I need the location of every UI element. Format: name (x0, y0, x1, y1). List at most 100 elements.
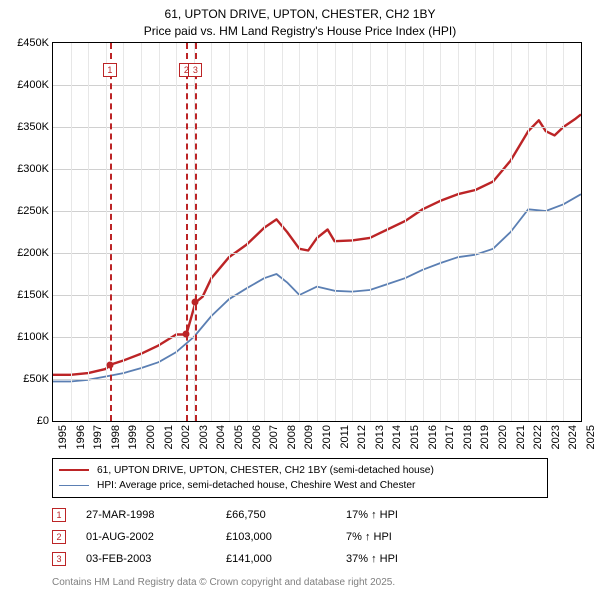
x-gridline (405, 43, 406, 421)
footer-line1: Contains HM Land Registry data © Crown c… (52, 576, 548, 589)
x-gridline (370, 43, 371, 421)
x-gridline (440, 43, 441, 421)
x-axis-label: 2012 (356, 425, 368, 449)
legend-label-hpi: HPI: Average price, semi-detached house,… (97, 478, 415, 493)
x-gridline (475, 43, 476, 421)
reference-line (195, 43, 197, 421)
sale-badge: 3 (52, 552, 66, 566)
x-gridline (493, 43, 494, 421)
x-axis-label: 1999 (127, 425, 139, 449)
y-axis-label: £250K (17, 205, 49, 217)
sale-row: 3 03-FEB-2003£141,00037% ↑ HPI (52, 548, 548, 570)
x-gridline (563, 43, 564, 421)
sale-price: £141,000 (226, 553, 346, 565)
x-gridline (176, 43, 177, 421)
x-axis-label: 2003 (198, 425, 210, 449)
title-line2: Price paid vs. HM Land Registry's House … (8, 23, 592, 40)
sale-date: 03-FEB-2003 (86, 553, 226, 565)
x-axis-label: 2010 (321, 425, 333, 449)
x-axis-label: 2018 (462, 425, 474, 449)
footer: Contains HM Land Registry data © Crown c… (52, 576, 548, 590)
x-gridline (546, 43, 547, 421)
x-gridline (528, 43, 529, 421)
x-axis-label: 2017 (444, 425, 456, 449)
legend-label-price: 61, UPTON DRIVE, UPTON, CHESTER, CH2 1BY… (97, 463, 434, 478)
x-gridline (247, 43, 248, 421)
legend-row-price: 61, UPTON DRIVE, UPTON, CHESTER, CH2 1BY… (59, 463, 541, 478)
x-axis-label: 2021 (515, 425, 527, 449)
y-axis-label: £150K (17, 289, 49, 301)
x-axis-label: 2004 (215, 425, 227, 449)
x-axis-label: 2024 (567, 425, 579, 449)
x-axis-label: 1996 (75, 425, 87, 449)
x-gridline (159, 43, 160, 421)
sale-badge: 2 (52, 530, 66, 544)
y-axis-label: £450K (17, 37, 49, 49)
x-axis-label: 2020 (497, 425, 509, 449)
x-gridline (458, 43, 459, 421)
x-axis-label: 1997 (92, 425, 104, 449)
x-gridline (123, 43, 124, 421)
legend: 61, UPTON DRIVE, UPTON, CHESTER, CH2 1BY… (52, 458, 548, 499)
y-axis-label: £50K (23, 373, 49, 385)
legend-row-hpi: HPI: Average price, semi-detached house,… (59, 478, 541, 493)
reference-marker: 1 (103, 63, 117, 77)
x-axis-label: 2002 (180, 425, 192, 449)
sale-dot (183, 331, 190, 338)
price-chart: £0£50K£100K£150K£200K£250K£300K£350K£400… (52, 42, 582, 422)
x-gridline (264, 43, 265, 421)
x-axis-label: 2019 (479, 425, 491, 449)
x-axis-label: 2022 (532, 425, 544, 449)
x-axis-label: 1995 (57, 425, 69, 449)
legend-swatch-hpi (59, 485, 89, 486)
y-axis-label: £400K (17, 79, 49, 91)
x-axis-label: 2016 (427, 425, 439, 449)
x-gridline (71, 43, 72, 421)
reference-marker: 3 (188, 63, 202, 77)
x-gridline (211, 43, 212, 421)
x-gridline (317, 43, 318, 421)
sale-price: £66,750 (226, 509, 346, 521)
sale-price: £103,000 (226, 531, 346, 543)
title-line1: 61, UPTON DRIVE, UPTON, CHESTER, CH2 1BY (8, 6, 592, 23)
sale-dot (106, 361, 113, 368)
x-axis-label: 2001 (163, 425, 175, 449)
x-axis-label: 2005 (233, 425, 245, 449)
x-axis-label: 2023 (550, 425, 562, 449)
x-axis-label: 2009 (303, 425, 315, 449)
y-axis-label: £100K (17, 331, 49, 343)
y-axis-label: £350K (17, 121, 49, 133)
x-axis-label: 2015 (409, 425, 421, 449)
sale-row: 2 01-AUG-2002£103,0007% ↑ HPI (52, 526, 548, 548)
x-axis-label: 2008 (286, 425, 298, 449)
x-gridline (387, 43, 388, 421)
x-gridline (352, 43, 353, 421)
x-gridline (335, 43, 336, 421)
x-gridline (511, 43, 512, 421)
x-axis-label: 2013 (374, 425, 386, 449)
sale-pct: 37% ↑ HPI (346, 553, 398, 565)
sale-date: 01-AUG-2002 (86, 531, 226, 543)
sale-pct: 17% ↑ HPI (346, 509, 398, 521)
x-gridline (229, 43, 230, 421)
chart-title: 61, UPTON DRIVE, UPTON, CHESTER, CH2 1BY… (0, 0, 600, 42)
x-axis-label: 2025 (585, 425, 597, 449)
x-axis-label: 2011 (339, 425, 351, 449)
x-gridline (88, 43, 89, 421)
sale-pct: 7% ↑ HPI (346, 531, 392, 543)
sale-row: 127-MAR-1998£66,75017% ↑ HPI (52, 504, 548, 526)
sale-dot (192, 299, 199, 306)
y-axis-label: £0 (37, 415, 49, 427)
sale-date: 27-MAR-1998 (86, 509, 226, 521)
x-axis-label: 2007 (268, 425, 280, 449)
x-gridline (299, 43, 300, 421)
x-axis-label: 2006 (251, 425, 263, 449)
legend-swatch-price (59, 469, 89, 471)
x-gridline (141, 43, 142, 421)
x-gridline (282, 43, 283, 421)
reference-line (186, 43, 188, 421)
sales-table: 127-MAR-1998£66,75017% ↑ HPI 2 01-AUG-2002… (52, 504, 548, 570)
x-axis-label: 2014 (391, 425, 403, 449)
x-axis-label: 2000 (145, 425, 157, 449)
y-axis-label: £200K (17, 247, 49, 259)
